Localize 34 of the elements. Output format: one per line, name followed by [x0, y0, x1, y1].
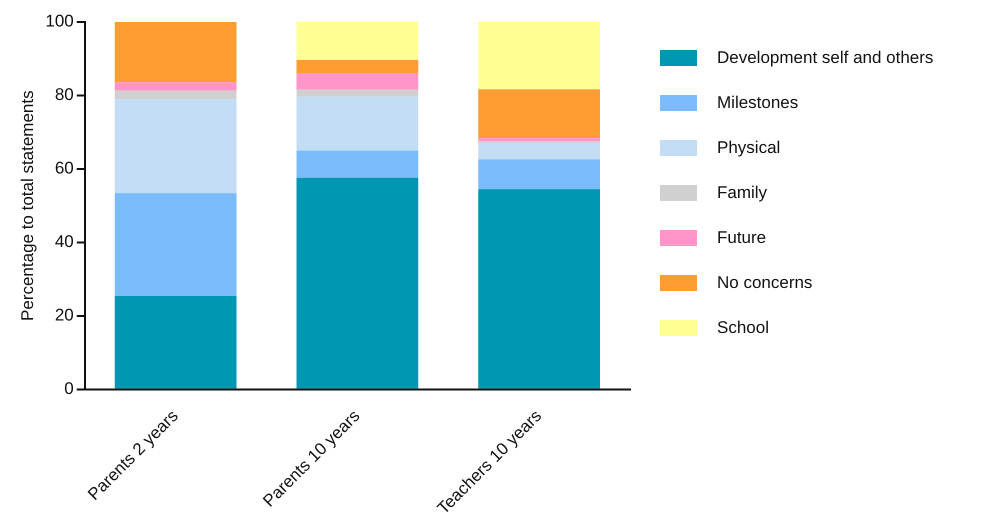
bar — [478, 189, 600, 388]
legend-label: School — [717, 318, 769, 338]
bar — [114, 99, 237, 194]
bar — [478, 22, 600, 90]
bar — [478, 89, 600, 138]
bar — [296, 96, 418, 151]
y-tick-label: 40 — [54, 232, 74, 252]
bar — [296, 90, 418, 97]
bar — [478, 141, 600, 144]
legend-label: Future — [717, 228, 766, 248]
bar — [114, 82, 237, 91]
bar — [296, 150, 418, 178]
bar — [478, 138, 600, 142]
y-tick-label: 20 — [54, 306, 74, 325]
y-axis-title: Percentage to total statements — [18, 90, 37, 321]
bar — [114, 22, 237, 82]
y-tick-label: 100 — [45, 12, 74, 31]
legend-label: Development self and others — [717, 48, 934, 68]
bar — [296, 178, 418, 388]
y-tick-label: 0 — [64, 379, 74, 398]
bar — [478, 159, 600, 190]
legend-label: Milestones — [717, 92, 798, 112]
bar — [114, 90, 237, 100]
bar — [114, 193, 237, 296]
bar — [114, 296, 237, 388]
bar — [296, 60, 418, 74]
legend-label: Physical — [717, 138, 780, 158]
bar — [478, 144, 600, 160]
y-tick-label: 80 — [54, 85, 74, 104]
legend-label: Family — [717, 182, 768, 202]
y-tick-label: 60 — [54, 158, 74, 178]
bar — [296, 22, 418, 60]
legend-label: No concerns — [717, 272, 812, 292]
bar — [296, 73, 418, 90]
